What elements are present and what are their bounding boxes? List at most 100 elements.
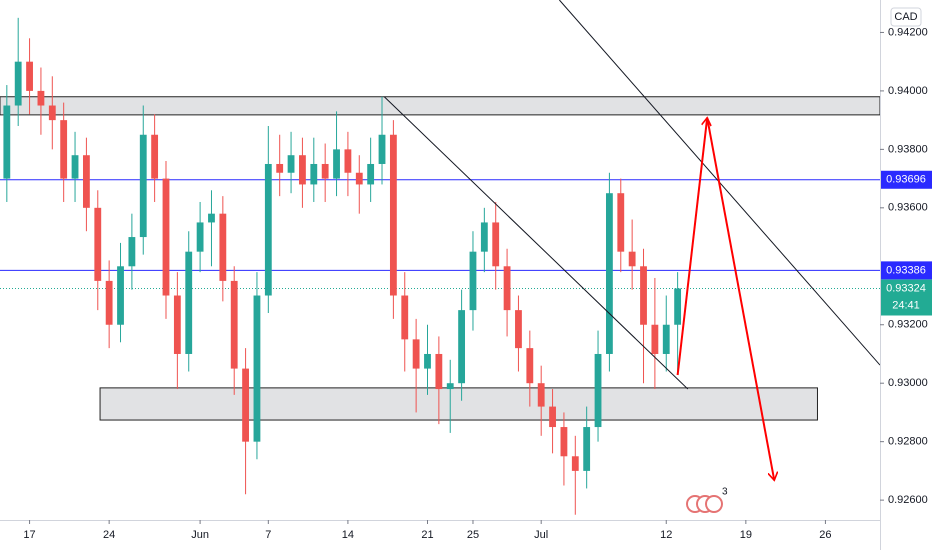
arrow-segment bbox=[676, 118, 708, 376]
y-tick-label: 0.94000 bbox=[888, 85, 928, 97]
x-tick-label: 25 bbox=[467, 529, 479, 541]
x-tick-label: 21 bbox=[421, 529, 433, 541]
candle-body bbox=[628, 251, 636, 267]
y-tick-label: 0.94200 bbox=[888, 26, 928, 38]
y-tick-label: 0.93600 bbox=[888, 202, 928, 214]
candle-body bbox=[151, 134, 159, 179]
candle-body bbox=[549, 406, 556, 428]
level-price-label: 0.93386 bbox=[886, 264, 926, 276]
trend-line bbox=[383, 96, 689, 390]
candle-body bbox=[71, 155, 79, 179]
candle-body bbox=[287, 155, 295, 173]
candle-body bbox=[230, 280, 238, 369]
candle-body bbox=[310, 163, 318, 185]
candle-body bbox=[526, 348, 534, 384]
candle-body bbox=[139, 134, 147, 238]
candle-body bbox=[674, 288, 682, 325]
candle-body bbox=[94, 207, 102, 281]
candle-body bbox=[492, 222, 500, 267]
candle-body bbox=[662, 324, 670, 354]
y-tick-label: 0.92600 bbox=[888, 494, 928, 506]
candle-body bbox=[515, 310, 522, 349]
level-price-label: 0.93696 bbox=[886, 174, 926, 186]
y-tick-label: 0.92800 bbox=[888, 436, 928, 448]
candle-body bbox=[594, 353, 602, 428]
x-tick-label: 17 bbox=[23, 529, 35, 541]
candle-body bbox=[389, 134, 397, 296]
zone bbox=[0, 96, 880, 116]
candle-body bbox=[219, 213, 227, 281]
zone bbox=[99, 387, 818, 421]
level-price-box bbox=[881, 170, 932, 189]
candle-body bbox=[401, 295, 409, 340]
x-tick-label: 19 bbox=[740, 529, 752, 541]
candle-body bbox=[640, 266, 647, 325]
currency-label: CAD bbox=[894, 11, 917, 23]
candle-body bbox=[185, 251, 193, 354]
candle-body bbox=[344, 149, 352, 173]
arrow-segment bbox=[706, 117, 774, 480]
candle-body bbox=[173, 295, 181, 354]
candle-body bbox=[60, 120, 68, 179]
candle-body bbox=[617, 193, 625, 252]
candle-body bbox=[264, 163, 272, 296]
candle-body bbox=[435, 353, 443, 390]
currency-box[interactable] bbox=[890, 7, 922, 27]
candle-body bbox=[651, 324, 659, 354]
candle-body bbox=[503, 266, 511, 311]
candle-body bbox=[480, 222, 488, 252]
candle-body bbox=[276, 163, 284, 173]
level-price-box bbox=[881, 261, 932, 280]
candle-body bbox=[571, 456, 579, 471]
candle-body bbox=[105, 280, 113, 325]
axes: 0.94200 0.94000 0.93800 0.93600 0.93200 0.930… bbox=[23, 26, 932, 541]
candle-body bbox=[14, 61, 22, 106]
candle-body bbox=[333, 149, 340, 179]
candle-body bbox=[458, 310, 466, 384]
event-count: 3 bbox=[722, 487, 728, 498]
x-tick-label: 26 bbox=[819, 529, 831, 541]
events[interactable]: 3 bbox=[686, 487, 728, 513]
candle-body bbox=[242, 368, 249, 442]
candle-body bbox=[128, 237, 136, 267]
x-tick-label: 14 bbox=[342, 529, 354, 541]
candle-body bbox=[412, 339, 420, 369]
candle-body bbox=[253, 295, 261, 442]
candle-body bbox=[469, 251, 477, 311]
candle-body bbox=[196, 222, 204, 252]
candle-body bbox=[26, 61, 33, 91]
candle-body bbox=[37, 90, 45, 106]
candle-body bbox=[321, 163, 329, 179]
candle-body bbox=[208, 213, 215, 223]
x-tick-label: 7 bbox=[265, 529, 271, 541]
candle-body bbox=[605, 193, 613, 354]
x-tick-label: 12 bbox=[660, 529, 672, 541]
y-tick-label: 0.93800 bbox=[888, 143, 928, 155]
candle-body bbox=[583, 427, 591, 471]
candle-body bbox=[424, 353, 431, 369]
candle-body bbox=[355, 172, 363, 185]
candle-body bbox=[367, 163, 375, 185]
x-tick-label: 24 bbox=[103, 529, 115, 541]
plot-area bbox=[0, 0, 880, 515]
candle-body bbox=[162, 178, 170, 296]
candle-body bbox=[537, 383, 545, 407]
x-tick-label: Jun bbox=[191, 529, 209, 541]
countdown-label: 24:41 bbox=[892, 299, 920, 311]
candle-body bbox=[446, 383, 454, 390]
last-price-box bbox=[881, 279, 932, 316]
candle-body bbox=[560, 427, 568, 457]
x-tick-label: Jul bbox=[534, 529, 548, 541]
candle-body bbox=[3, 105, 11, 179]
event-flag[interactable] bbox=[705, 495, 723, 513]
y-tick-label: 0.93000 bbox=[888, 377, 928, 389]
candle-body bbox=[117, 266, 124, 325]
candle-body bbox=[82, 155, 90, 208]
candle-body bbox=[48, 105, 56, 121]
candle-body bbox=[378, 134, 386, 164]
candle-body bbox=[299, 155, 306, 185]
last-price-label: 0.93324 bbox=[886, 282, 926, 294]
y-tick-label: 0.93200 bbox=[888, 319, 928, 331]
